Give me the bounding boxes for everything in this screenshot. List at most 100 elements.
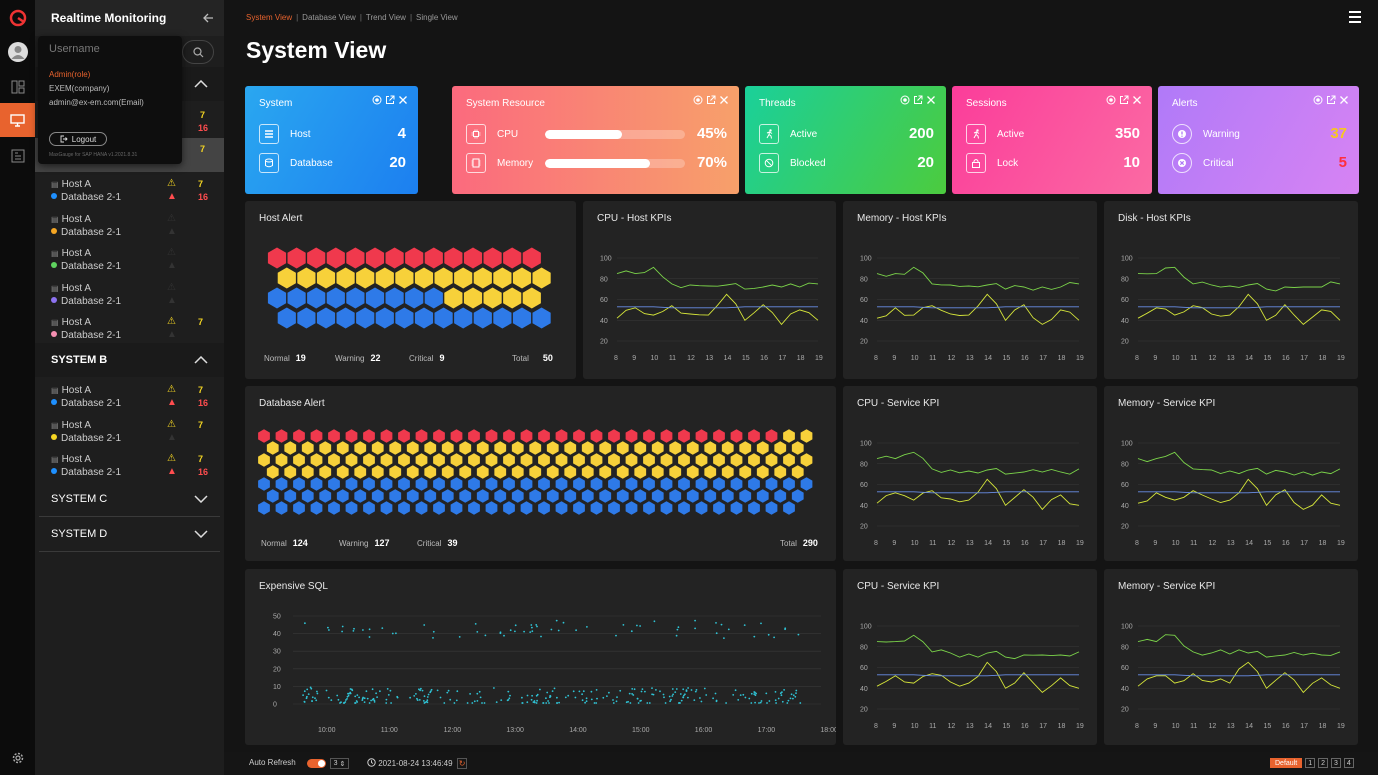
stepper-arrows-icon[interactable]: ⇕ [339,760,346,768]
hex-cell-warning[interactable] [625,453,638,467]
sql-point[interactable] [651,693,653,696]
tree-item[interactable]: ▤ Host A Database 2-1 ⚠ ▲ 7 [35,314,224,348]
hex-cell-warning[interactable] [284,465,297,479]
sql-point[interactable] [774,699,777,702]
sql-point[interactable] [358,696,360,699]
sql-point[interactable] [799,702,802,704]
sql-point[interactable] [648,702,651,704]
popout-icon[interactable] [385,95,395,105]
sql-point[interactable] [586,626,588,628]
hex-cell-normal[interactable] [713,501,725,515]
sql-point[interactable] [581,699,584,702]
chevron-down-icon[interactable] [194,530,208,538]
sql-point[interactable] [631,688,634,690]
search-button[interactable] [182,40,214,64]
sql-point[interactable] [646,702,649,704]
hex-cell-critical[interactable] [385,247,404,269]
hex-cell-critical[interactable] [310,429,323,443]
hex-cell-warning[interactable] [503,453,515,467]
sql-point[interactable] [307,693,310,695]
hex-cell-normal[interactable] [415,477,428,491]
hex-cell-warning[interactable] [555,453,568,467]
sql-point[interactable] [509,694,511,697]
sql-point[interactable] [476,692,479,695]
hex-cell-normal[interactable] [258,501,270,515]
sql-point[interactable] [636,697,639,700]
sql-point[interactable] [344,701,347,703]
sql-point[interactable] [655,689,657,691]
hex-cell-normal[interactable] [564,489,577,503]
hex-cell-normal[interactable] [748,501,760,515]
sql-point[interactable] [753,635,756,638]
sql-point[interactable] [551,690,554,692]
hex-cell-normal[interactable] [297,307,316,329]
hex-cell-critical[interactable] [678,429,690,443]
settings-gear-icon[interactable] [0,748,35,768]
hex-cell-critical[interactable] [485,429,498,443]
chevron-down-icon[interactable] [194,495,208,503]
hex-cell-normal[interactable] [380,501,393,515]
popout-icon[interactable] [1326,95,1336,105]
hex-cell-normal[interactable] [555,501,568,515]
hex-cell-critical[interactable] [267,247,287,269]
hex-cell-warning[interactable] [380,453,393,467]
hex-cell-warning[interactable] [748,453,760,467]
sql-point[interactable] [606,695,608,697]
hex-cell-warning[interactable] [371,441,384,455]
hex-cell-warning[interactable] [669,465,682,479]
hex-cell-normal[interactable] [326,287,345,309]
sql-point[interactable] [495,701,498,703]
hex-cell-normal[interactable] [398,501,410,515]
hex-cell-normal[interactable] [328,501,340,515]
sql-point[interactable] [595,702,598,704]
sql-point[interactable] [562,621,565,624]
layout-4-button[interactable]: 4 [1343,758,1354,768]
sql-point[interactable] [373,701,376,703]
hex-cell-warning[interactable] [678,453,690,467]
sql-point[interactable] [685,689,688,691]
hex-cell-normal[interactable] [485,501,498,515]
hex-cell-normal[interactable] [573,477,585,491]
sql-point[interactable] [426,699,429,702]
hex-cell-critical[interactable] [468,429,480,443]
hex-cell-warning[interactable] [476,465,489,479]
sql-point[interactable] [734,689,737,692]
hex-cell-warning[interactable] [434,267,453,289]
sql-point[interactable] [371,688,374,691]
sql-point[interactable] [615,700,618,703]
sql-point[interactable] [395,632,397,635]
sql-point[interactable] [420,687,422,690]
hex-cell-normal[interactable] [454,307,473,329]
hex-cell-normal[interactable] [365,287,385,309]
hex-cell-normal[interactable] [643,477,655,491]
sql-point[interactable] [750,692,753,695]
sql-point[interactable] [533,701,536,704]
sql-point[interactable] [330,699,333,701]
sql-point[interactable] [509,629,512,632]
hex-cell-normal[interactable] [608,501,620,515]
breadcrumb-system-view[interactable]: System View [246,13,293,22]
sql-point[interactable] [584,701,586,704]
hex-cell-warning[interactable] [774,441,787,455]
sql-point[interactable] [760,622,762,625]
tree-item[interactable]: ▤ Host A Database 2-1 ⚠ ▲ 7 [35,417,224,451]
sql-point[interactable] [430,688,433,691]
hex-cell-warning[interactable] [266,465,279,479]
hex-cell-warning[interactable] [791,441,804,455]
sql-point[interactable] [637,702,640,704]
sql-point[interactable] [352,630,355,632]
sql-point[interactable] [439,696,442,699]
sql-point[interactable] [715,622,717,624]
sql-point[interactable] [671,695,674,697]
hex-cell-normal[interactable] [529,489,542,503]
sql-point[interactable] [533,700,536,702]
sql-point[interactable] [669,700,671,703]
hex-cell-normal[interactable] [380,477,393,491]
hex-cell-warning[interactable] [494,441,507,455]
hex-cell-normal[interactable] [336,489,349,503]
sql-point[interactable] [748,697,751,700]
sql-point[interactable] [789,697,792,700]
hex-cell-normal[interactable] [625,501,638,515]
sql-point[interactable] [687,696,689,699]
sql-point[interactable] [754,694,757,697]
